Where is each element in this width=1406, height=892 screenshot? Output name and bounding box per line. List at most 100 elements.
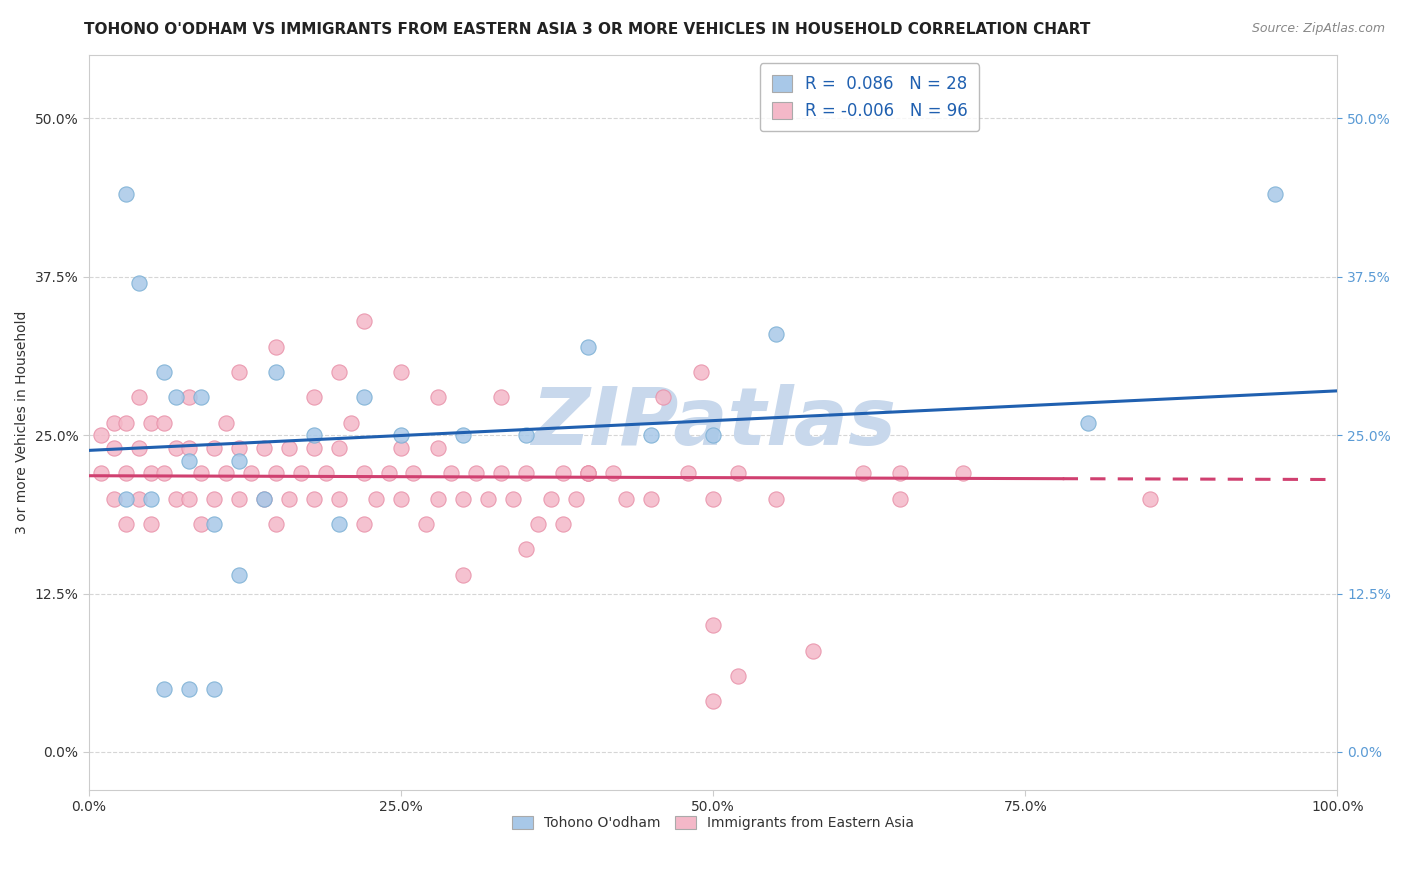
- Point: [765, 326, 787, 341]
- Point: [389, 441, 412, 455]
- Point: [377, 466, 399, 480]
- Point: [702, 694, 724, 708]
- Point: [90, 428, 112, 442]
- Point: [515, 542, 537, 557]
- Point: [952, 466, 974, 480]
- Point: [565, 491, 588, 506]
- Point: [202, 681, 225, 696]
- Point: [103, 491, 125, 506]
- Point: [302, 428, 325, 442]
- Point: [141, 491, 163, 506]
- Point: [90, 466, 112, 480]
- Point: [702, 428, 724, 442]
- Point: [228, 365, 250, 379]
- Point: [264, 339, 287, 353]
- Point: [115, 466, 138, 480]
- Point: [353, 314, 375, 328]
- Point: [103, 416, 125, 430]
- Point: [253, 491, 276, 506]
- Point: [502, 491, 524, 506]
- Point: [652, 390, 675, 404]
- Point: [640, 491, 662, 506]
- Point: [264, 365, 287, 379]
- Point: [215, 416, 238, 430]
- Point: [115, 491, 138, 506]
- Point: [190, 390, 212, 404]
- Point: [115, 416, 138, 430]
- Point: [277, 441, 299, 455]
- Text: Source: ZipAtlas.com: Source: ZipAtlas.com: [1251, 22, 1385, 36]
- Point: [328, 516, 350, 531]
- Point: [128, 491, 150, 506]
- Point: [240, 466, 263, 480]
- Point: [1264, 187, 1286, 202]
- Point: [328, 491, 350, 506]
- Point: [364, 491, 387, 506]
- Point: [253, 491, 276, 506]
- Point: [453, 491, 475, 506]
- Point: [765, 491, 787, 506]
- Point: [202, 516, 225, 531]
- Point: [190, 516, 212, 531]
- Point: [290, 466, 312, 480]
- Point: [576, 466, 599, 480]
- Point: [489, 466, 512, 480]
- Point: [415, 516, 437, 531]
- Point: [228, 453, 250, 467]
- Point: [477, 491, 499, 506]
- Point: [152, 466, 174, 480]
- Point: [340, 416, 363, 430]
- Point: [727, 466, 749, 480]
- Point: [464, 466, 486, 480]
- Legend: Tohono O'odham, Immigrants from Eastern Asia: Tohono O'odham, Immigrants from Eastern …: [508, 811, 920, 836]
- Point: [177, 491, 200, 506]
- Point: [553, 466, 575, 480]
- Point: [515, 428, 537, 442]
- Point: [177, 681, 200, 696]
- Point: [328, 441, 350, 455]
- Point: [389, 491, 412, 506]
- Point: [702, 618, 724, 632]
- Point: [141, 466, 163, 480]
- Point: [115, 516, 138, 531]
- Point: [1139, 491, 1161, 506]
- Point: [427, 441, 450, 455]
- Point: [128, 441, 150, 455]
- Point: [103, 441, 125, 455]
- Point: [553, 516, 575, 531]
- Text: ZIPatlas: ZIPatlas: [530, 384, 896, 461]
- Point: [576, 466, 599, 480]
- Point: [165, 491, 187, 506]
- Point: [801, 643, 824, 657]
- Point: [202, 491, 225, 506]
- Point: [489, 390, 512, 404]
- Point: [141, 516, 163, 531]
- Point: [264, 516, 287, 531]
- Point: [602, 466, 624, 480]
- Point: [353, 390, 375, 404]
- Point: [190, 466, 212, 480]
- Point: [727, 669, 749, 683]
- Point: [402, 466, 425, 480]
- Point: [614, 491, 637, 506]
- Point: [128, 276, 150, 290]
- Point: [640, 428, 662, 442]
- Point: [152, 416, 174, 430]
- Point: [315, 466, 337, 480]
- Point: [427, 390, 450, 404]
- Point: [152, 365, 174, 379]
- Point: [889, 466, 911, 480]
- Point: [576, 466, 599, 480]
- Point: [152, 681, 174, 696]
- Point: [302, 491, 325, 506]
- Point: [228, 567, 250, 582]
- Point: [302, 390, 325, 404]
- Point: [389, 428, 412, 442]
- Point: [427, 491, 450, 506]
- Point: [277, 491, 299, 506]
- Point: [540, 491, 562, 506]
- Text: TOHONO O'ODHAM VS IMMIGRANTS FROM EASTERN ASIA 3 OR MORE VEHICLES IN HOUSEHOLD C: TOHONO O'ODHAM VS IMMIGRANTS FROM EASTER…: [84, 22, 1091, 37]
- Point: [576, 339, 599, 353]
- Point: [689, 365, 711, 379]
- Point: [165, 441, 187, 455]
